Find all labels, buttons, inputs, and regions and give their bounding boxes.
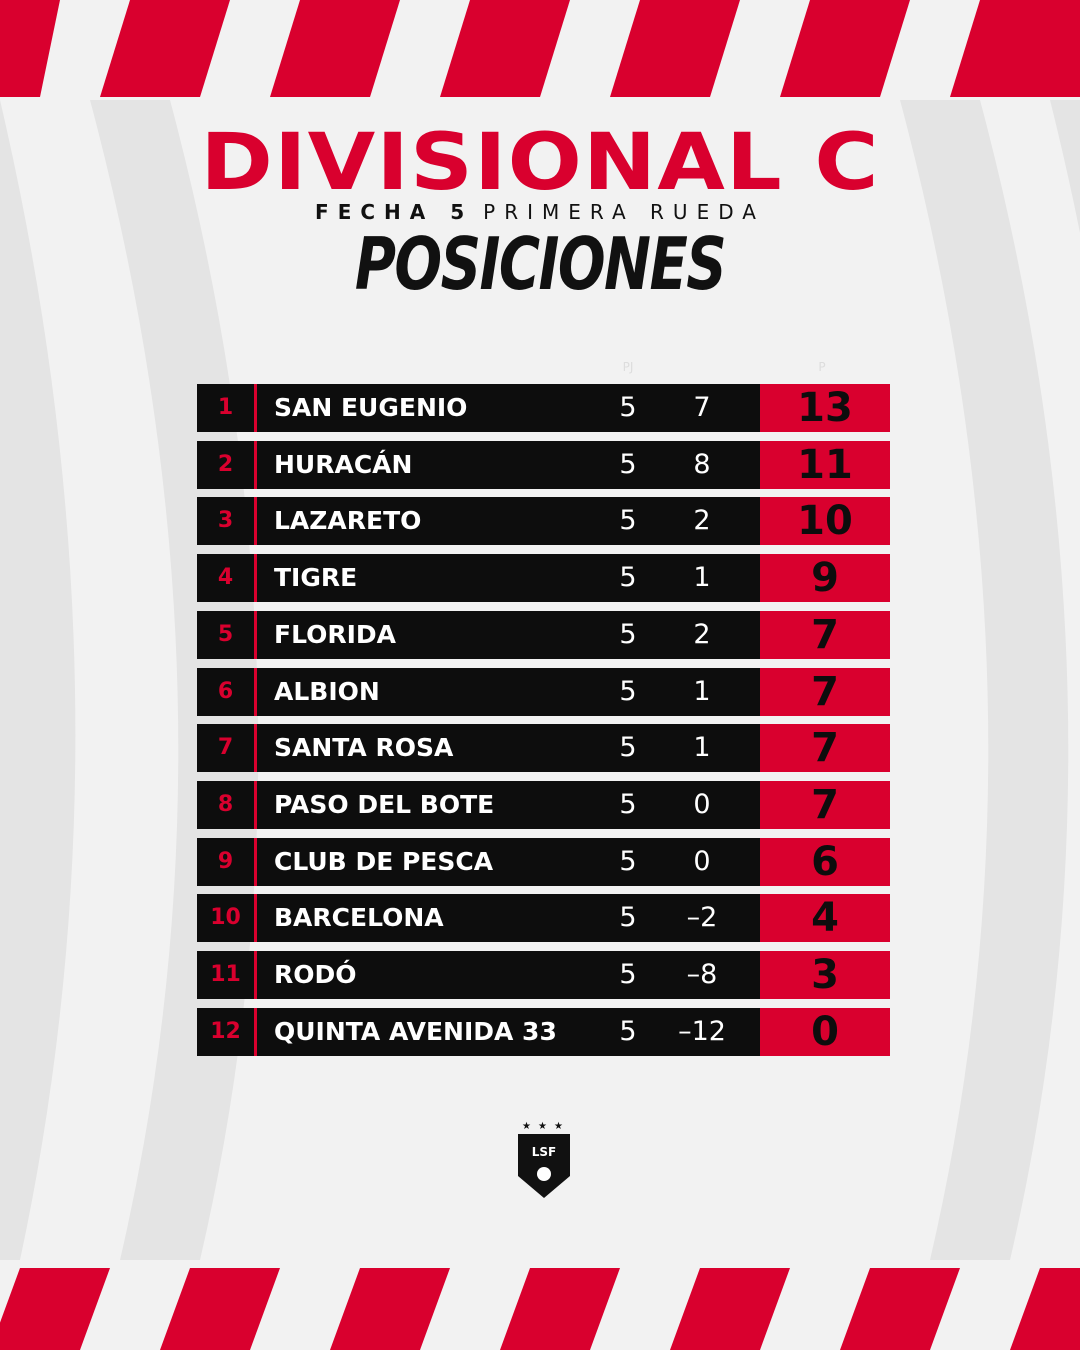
table-row: 8 PASO DEL BOTE 5 0 7 [197,780,890,829]
pos-cell: 3 [197,497,257,546]
pj-cell: 5 [619,1015,637,1047]
team-name: ALBION [274,676,380,706]
pos-cell: 11 [197,951,257,999]
dg-cell: 0 [693,788,711,820]
title: DIVISIONAL C [200,118,880,208]
pos-cell: 5 [197,610,257,659]
pts-cell: 13 [760,384,890,432]
table-row: 11 RODÓ 5 –8 3 [197,951,890,999]
pj-cell: 5 [619,788,637,820]
table-row: 9 CLUB DE PESCA 5 0 6 [197,837,890,886]
table-row: 6 ALBION 5 1 7 [197,667,890,716]
pj-cell: 5 [619,732,637,764]
pts-cell: 11 [760,440,890,489]
dg-cell: 2 [693,505,711,537]
pos-cell: 6 [197,667,257,716]
dg-cell: –8 [686,959,718,990]
team-name: SANTA ROSA [274,733,454,763]
team-name: QUINTA AVENIDA 33 [274,1016,557,1046]
team-name: PASO DEL BOTE [274,789,495,819]
subtitle: FECHA 5 PRIMERA RUEDA [0,200,1080,224]
pos-cell: 7 [197,724,257,773]
pos-cell: 8 [197,780,257,829]
team-name: TIGRE [274,563,358,593]
column-header: PJ [622,360,634,374]
pts-cell: 4 [760,894,890,943]
team-name: HURACÁN [274,449,413,479]
pos-cell: 4 [197,554,257,603]
pts-cell: 3 [760,951,890,999]
pts-cell: 7 [760,610,890,659]
svg-text:★: ★ [522,1121,531,1132]
column-header: P [818,360,826,374]
team-name: BARCELONA [274,903,444,933]
pts-cell: 7 [760,667,890,716]
pts-cell: 9 [760,554,890,603]
pj-cell: 5 [619,902,637,934]
dg-cell: –12 [678,1015,726,1047]
pts-cell: 7 [760,724,890,773]
pts-cell: 6 [760,837,890,886]
pj-cell: 5 [619,618,637,650]
pos-cell: 2 [197,440,257,489]
pj-cell: 5 [619,675,637,707]
table-row: 4 TIGRE 5 1 9 [197,554,890,603]
team-name: FLORIDA [274,619,397,649]
dg-cell: 7 [693,392,711,423]
team-name: LAZARETO [274,506,422,536]
pos-cell: 10 [197,894,257,943]
table-row: 7 SANTA ROSA 5 1 7 [197,724,890,773]
pos-cell: 12 [197,1007,257,1056]
table-row: 2 HURACÁN 5 8 11 [197,440,890,489]
dg-cell: 1 [693,732,711,764]
pj-cell: 5 [619,562,637,594]
table-row: 3 LAZARETO 5 2 10 [197,497,890,546]
round: FECHA 5 [315,200,474,224]
phase: PRIMERA RUEDA [483,200,765,224]
svg-text:★: ★ [554,1121,563,1132]
pos-cell: 1 [197,384,257,432]
table-row: 1 SAN EUGENIO 5 7 13 [197,384,890,432]
dg-cell: 1 [693,562,711,594]
pos-cell: 9 [197,837,257,886]
pts-cell: 0 [760,1007,890,1056]
pj-cell: 5 [619,505,637,537]
pts-cell: 10 [760,497,890,546]
pts-cell: 7 [760,780,890,829]
dg-cell: 2 [693,618,711,650]
table-row: 5 FLORIDA 5 2 7 [197,610,890,659]
pj-cell: 5 [619,392,637,423]
table-row: 10 BARCELONA 5 –2 4 [197,894,890,943]
logo-text: LSF [532,1145,557,1159]
team-name: CLUB DE PESCA [274,846,494,876]
dg-cell: –2 [686,902,718,934]
team-name: RODÓ [274,960,357,989]
team-name: SAN EUGENIO [274,393,468,422]
dg-cell: 0 [693,845,711,877]
dg-cell: 8 [693,448,711,480]
logo: ★ ★ ★ LSF [518,1121,570,1198]
dg-cell: 1 [693,675,711,707]
table-row: 12 QUINTA AVENIDA 33 5 –12 0 [197,1007,890,1056]
heading: POSICIONES [354,222,727,306]
pj-cell: 5 [619,845,637,877]
svg-text:★: ★ [538,1121,547,1132]
pj-cell: 5 [619,959,637,990]
pj-cell: 5 [619,448,637,480]
